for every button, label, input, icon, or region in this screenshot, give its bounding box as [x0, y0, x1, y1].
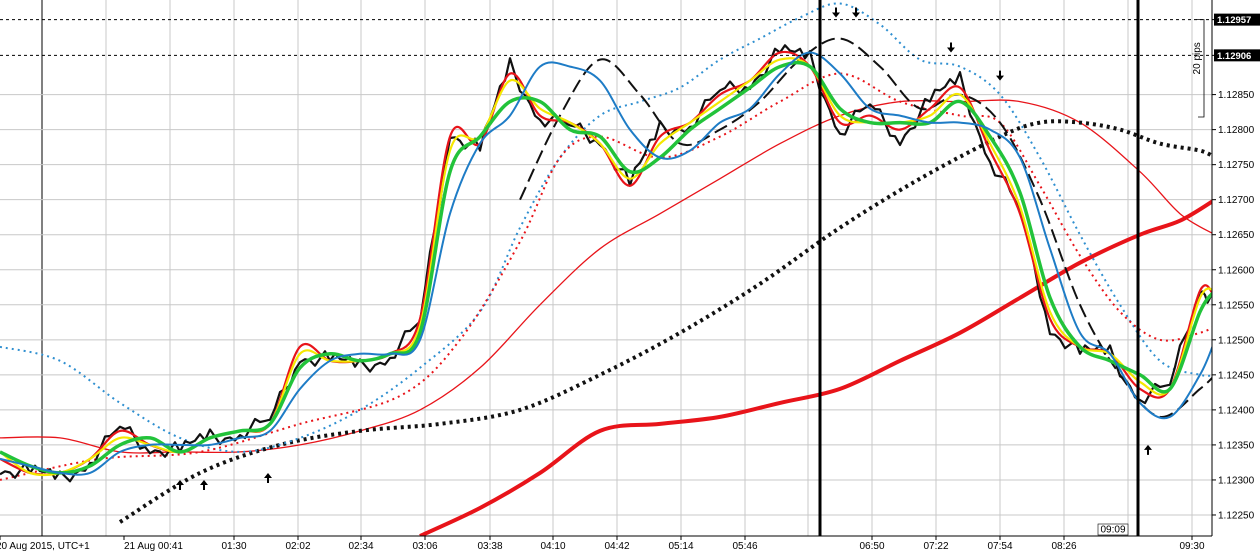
y-tick-label: 1.12350: [1218, 440, 1255, 451]
dotted-indicator-line: [0, 72, 1216, 481]
x-tick-label: 05:14: [668, 541, 693, 552]
clock-label: 09:09: [1100, 525, 1125, 536]
x-tick-label: 20 Aug 2015, UTC+1: [0, 541, 90, 552]
x-tick-label: 03:38: [477, 541, 502, 552]
x-tick-label: 01:30: [221, 541, 246, 552]
dotted-indicator-line: [0, 2, 1216, 453]
signal-arrows: [176, 7, 1152, 490]
y-axis: 1.12250 1.12300 1.12350 1.12400 1.12450 1.125…: [1211, 0, 1260, 556]
clock-box: [1097, 523, 1129, 536]
x-tick-label: 21 Aug 00:41: [124, 541, 183, 552]
x-tick-label: 03:06: [412, 541, 437, 552]
sell-arrow-icon: [996, 70, 1004, 81]
y-tick-label: 1.12750: [1218, 160, 1255, 171]
x-tick-label: 04:42: [604, 541, 629, 552]
y-tick-label: 1.12700: [1218, 195, 1255, 206]
range-bracket: [1196, 19, 1205, 118]
range-label: 20 pips: [1192, 42, 1203, 74]
y-tick-label: 1.12650: [1218, 230, 1255, 241]
y-tick-label: 1.12550: [1218, 300, 1255, 311]
x-axis: 20 Aug 2015, UTC+1 21 Aug 00:41 01:30 02:02…: [0, 535, 1260, 556]
buy-arrow-icon: [264, 472, 272, 483]
x-tick-label: 02:34: [348, 541, 373, 552]
buy-arrow-icon: [176, 479, 184, 490]
y-level-label: 1.12957: [1217, 15, 1251, 26]
x-axis-panel: [0, 536, 1260, 556]
y-level-label: 1.12906: [1217, 51, 1251, 62]
y-level-tag: [1214, 49, 1260, 62]
indicator-line: [0, 99, 1216, 454]
x-tick-label: 07:54: [987, 541, 1012, 552]
buy-arrow-icon: [1144, 444, 1152, 455]
sell-arrow-icon: [852, 7, 860, 18]
y-tick-label: 1.12450: [1218, 370, 1255, 381]
x-tick-label: 07:22: [923, 541, 948, 552]
horizontal-grid: [0, 94, 1212, 516]
x-tick-label: 06:50: [859, 541, 884, 552]
y-tick-label: 1.12250: [1218, 510, 1255, 521]
x-tick-label: 02:02: [285, 541, 310, 552]
dotted-indicator-line: [519, 37, 1216, 418]
y-tick-label: 1.12300: [1218, 475, 1255, 486]
y-axis-panel: [1212, 0, 1260, 556]
sell-arrow-icon: [947, 42, 955, 53]
buy-arrow-icon: [200, 479, 208, 490]
x-tick-label: 05:46: [732, 541, 757, 552]
y-tick-label: 1.12800: [1218, 125, 1255, 136]
indicator-line: [419, 197, 1217, 538]
sell-arrow-icon: [832, 7, 840, 18]
x-tick-label: 09:30: [1179, 541, 1204, 552]
y-tick-label: 1.12500: [1218, 335, 1255, 346]
dotted-indicator-line: [118, 119, 1216, 524]
y-tick-label: 1.12400: [1218, 405, 1255, 416]
y-level-tag: [1214, 13, 1260, 26]
y-tick-label: 1.12850: [1218, 90, 1255, 101]
indicator-line: [0, 51, 1216, 476]
vertical-grid: [41, 0, 1193, 536]
x-tick-label: 04:10: [540, 541, 565, 552]
series-layer: [0, 2, 1217, 538]
y-tick-label: 1.12600: [1218, 265, 1255, 276]
x-tick-label: 08:26: [1051, 541, 1076, 552]
indicator-line: [0, 60, 1217, 475]
